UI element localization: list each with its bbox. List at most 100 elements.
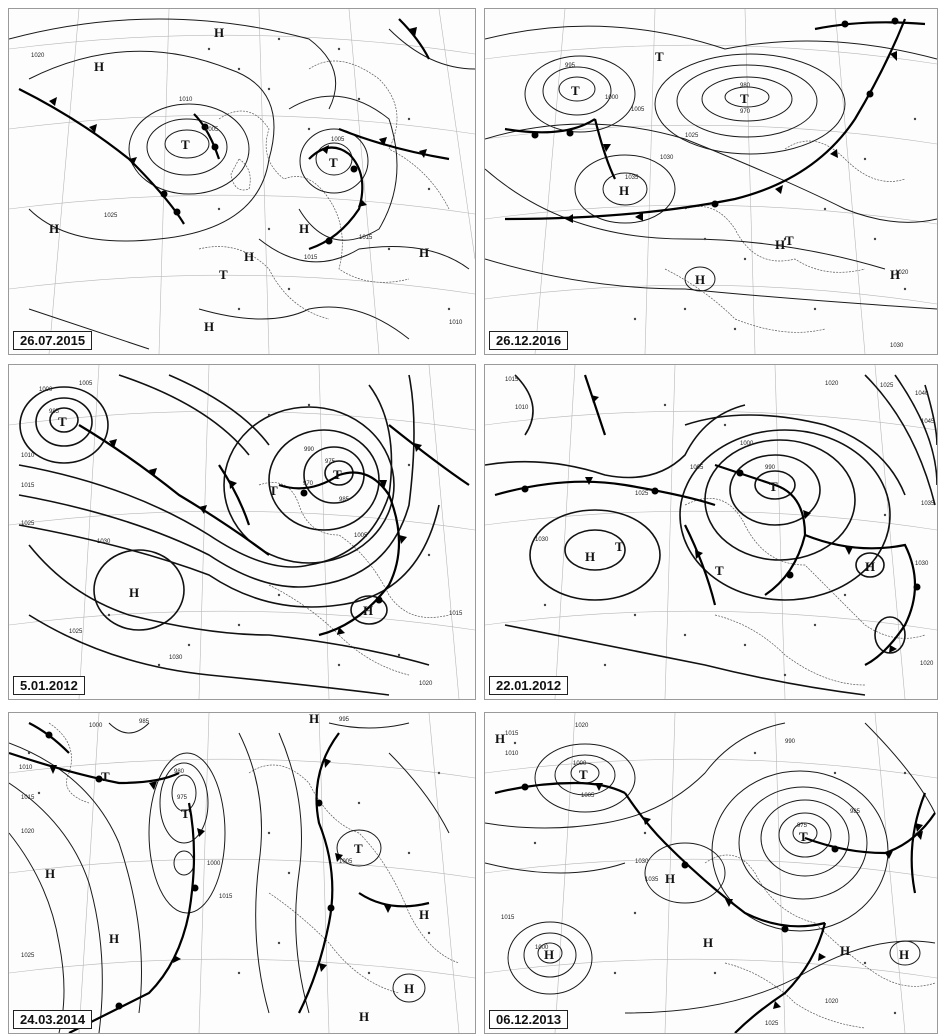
isobar-value: 1005: [339, 859, 353, 865]
isobar-value: 990: [785, 739, 796, 745]
date-label: 22.01.2012: [489, 676, 569, 695]
isobar-value: 990: [304, 447, 315, 453]
pressure-centers: T T H T H: [585, 479, 875, 578]
pressure-center-label: T: [101, 769, 110, 784]
isobar-value: 1020: [825, 999, 839, 1005]
isobar-value: 1005: [331, 137, 345, 143]
date-label: 5.01.2012: [13, 676, 85, 695]
pressure-center-label: H: [665, 871, 675, 886]
isobar-value: 1005: [354, 533, 368, 539]
isobar-value: 1025: [104, 213, 118, 219]
pressure-center-label: T: [269, 483, 278, 498]
isobar-value: 1015: [501, 915, 515, 921]
pressure-center-label: T: [181, 806, 190, 821]
station-plots: [633, 117, 917, 331]
station-plots: [543, 403, 887, 677]
lat-lon-grid: [485, 365, 937, 699]
pressure-center-label: H: [299, 221, 309, 236]
pressure-center-label: T: [354, 841, 363, 856]
pressure-center-label: H: [865, 559, 875, 574]
isobar-value: 1025: [21, 953, 35, 959]
isobar-value: 980: [174, 769, 185, 775]
isobar-value: 1015: [505, 377, 519, 383]
isobar-value: 1025: [880, 383, 894, 389]
isobar-value: 970: [303, 481, 314, 487]
pressure-center-label: H: [45, 866, 55, 881]
synoptic-map-2: T T H T H H T H 995 1000 1005 1025 1030 …: [485, 9, 937, 354]
pressure-center-label: H: [109, 931, 119, 946]
isobars: [485, 25, 937, 310]
pressure-centers: H T H T H H H H: [495, 731, 909, 962]
date-label: 26.07.2015: [13, 331, 93, 350]
isobar-labels: 1015 1010 1025 1030 1005 990 1000 1020 1…: [505, 377, 935, 667]
isobars: [18, 374, 440, 696]
isobar-labels: 1000 985 1005 1010 1015 1025 1030 990 97…: [21, 381, 463, 687]
isobar-value: 1045: [921, 419, 935, 425]
date-label: 06.12.2013: [489, 1010, 569, 1029]
isobar-value: 1005: [79, 381, 93, 387]
pressure-center-label: H: [404, 981, 414, 996]
pressure-center-label: T: [655, 49, 664, 64]
pressure-centers: H T T H H T H H H: [45, 713, 429, 1024]
pressure-center-label: T: [219, 267, 228, 282]
pressure-center-label: H: [544, 947, 554, 962]
map-panel-4: T T H T H 1015 1010 1025 1030 1005 990 1…: [484, 364, 938, 700]
isobar-value: 1040: [915, 391, 929, 397]
isobar-value: 1025: [69, 629, 83, 635]
coastlines: [198, 60, 450, 320]
map-panel-1: H H H T T H H T H H 1010 1020 1005 1025 …: [8, 8, 476, 355]
isobar-value: 1010: [515, 405, 529, 411]
lat-lon-grid: [9, 9, 475, 354]
isobar-value: 975: [325, 459, 336, 465]
synoptic-map-5: H T T H H T H H H 1000 985 1010 1015 102…: [9, 713, 475, 1033]
isobar-value: 1020: [21, 829, 35, 835]
isobar-value: 1010: [21, 453, 35, 459]
pressure-center-label: H: [419, 907, 429, 922]
pressure-center-label: T: [58, 414, 67, 429]
isobar-value: 1020: [825, 381, 839, 387]
isobar-value: 1000: [605, 95, 619, 101]
isobar-value: 980: [740, 83, 751, 89]
map-panel-5: H T T H H T H H H 1000 985 1010 1015 102…: [8, 712, 476, 1034]
date-label: 24.03.2014: [13, 1010, 93, 1029]
pressure-center-label: H: [204, 319, 214, 334]
pressure-center-label: H: [695, 272, 705, 287]
isobar-value: 1005: [205, 127, 219, 133]
isobar-value: 1010: [505, 751, 519, 757]
map-panel-3: T T T H H 1000 985 1005 1010 1015 1025 1…: [8, 364, 476, 700]
isobar-value: 1020: [31, 53, 45, 59]
fronts: [9, 722, 430, 1033]
isobars: [9, 18, 475, 350]
pressure-centers: H H H T T H H T H H: [49, 25, 429, 334]
isobar-value: 1010: [449, 320, 463, 326]
synoptic-map-4: T T H T H 1015 1010 1025 1030 1005 990 1…: [485, 365, 937, 699]
pressure-center-label: T: [799, 829, 808, 844]
pressure-center-label: H: [585, 549, 595, 564]
isobar-labels: 1020 1015 1010 1005 1000 1030 1035 990 9…: [501, 723, 861, 1027]
fronts: [18, 18, 450, 251]
isobar-value: 1005: [581, 793, 595, 799]
isobar-value: 1015: [219, 894, 233, 900]
coastlines: [48, 722, 460, 994]
isobar-value: 1015: [505, 731, 519, 737]
station-plots: [107, 403, 431, 667]
date-label: 26.12.2016: [489, 331, 569, 350]
isobar-value: 985: [139, 719, 150, 725]
station-plots: [27, 751, 441, 975]
pressure-center-label: T: [571, 83, 580, 98]
isobar-value: 1000: [89, 723, 103, 729]
isobar-value: 1020: [419, 681, 433, 687]
isobar-value: 1025: [765, 1021, 779, 1027]
pressure-center-label: H: [899, 947, 909, 962]
synoptic-map-1: H H H T T H H T H H 1010 1020 1005 1025 …: [9, 9, 475, 354]
isobar-value: 1000: [535, 945, 549, 951]
isobar-value: 1020: [895, 270, 909, 276]
pressure-center-label: H: [495, 731, 505, 746]
pressure-center-label: H: [419, 245, 429, 260]
isobar-value: 1015: [449, 611, 463, 617]
station-plots: [207, 37, 451, 311]
coastlines: [664, 140, 906, 333]
pressure-center-label: H: [214, 25, 224, 40]
isobar-labels: 1000 985 1010 1015 1020 1025 980 975 100…: [19, 717, 353, 959]
isobar-value: 1030: [890, 343, 904, 349]
